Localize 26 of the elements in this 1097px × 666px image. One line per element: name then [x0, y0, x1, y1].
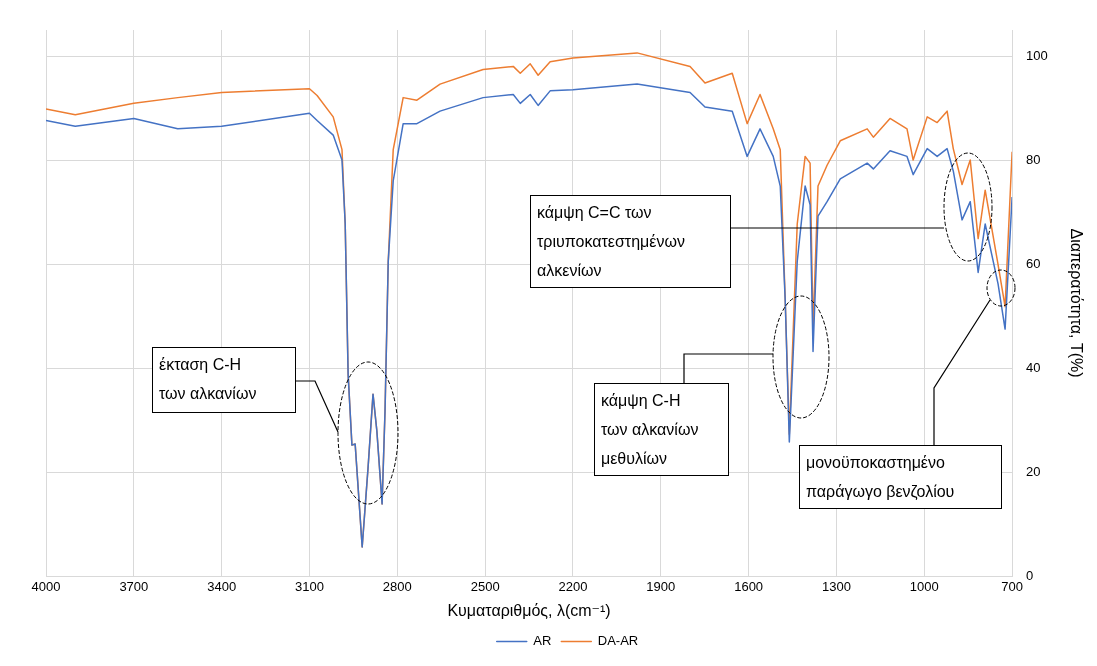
x-tick-label: 2500 [470, 578, 500, 594]
y-tick-label: 60 [1026, 255, 1041, 271]
x-tick-label: 1300 [821, 578, 851, 594]
x-tick-label: 1900 [646, 578, 676, 594]
y-tick-label: 100 [1026, 47, 1048, 63]
x-tick-label: 2200 [558, 578, 588, 594]
x-tick-label: 700 [1001, 578, 1023, 594]
legend-label: AR [533, 633, 552, 649]
y-tick-label: 40 [1026, 359, 1041, 375]
y-tick-label: 0 [1026, 567, 1034, 583]
x-tick-label: 4000 [31, 578, 61, 594]
callout-box: κάμψη C=C των τριυποκατεστημένων αλκενίων [530, 195, 731, 288]
x-tick-label: 3100 [295, 578, 324, 594]
y-axis-title: Διαπερατότητα, T(%) [1067, 228, 1085, 378]
x-tick-label: 1000 [909, 578, 939, 594]
x-tick-label: 1600 [734, 578, 764, 594]
y-tick-label: 20 [1026, 463, 1041, 479]
legend-label: DA-AR [597, 633, 639, 649]
callout-box: μονοϋποκαστημένο παράγωγο βενζολίου [799, 445, 1002, 509]
callout-box: έκταση C-H των αλκανίων [152, 347, 296, 413]
x-axis-title: Κυματαριθμός, λ(cm⁻¹) [447, 601, 611, 619]
x-tick-label: 2800 [382, 578, 412, 594]
x-tick-label: 3700 [119, 578, 149, 594]
y-tick-label: 80 [1026, 151, 1041, 167]
x-tick-label: 3400 [207, 578, 237, 594]
callout-box: κάμψη C-H των αλκανίων μεθυλίων [594, 383, 729, 476]
